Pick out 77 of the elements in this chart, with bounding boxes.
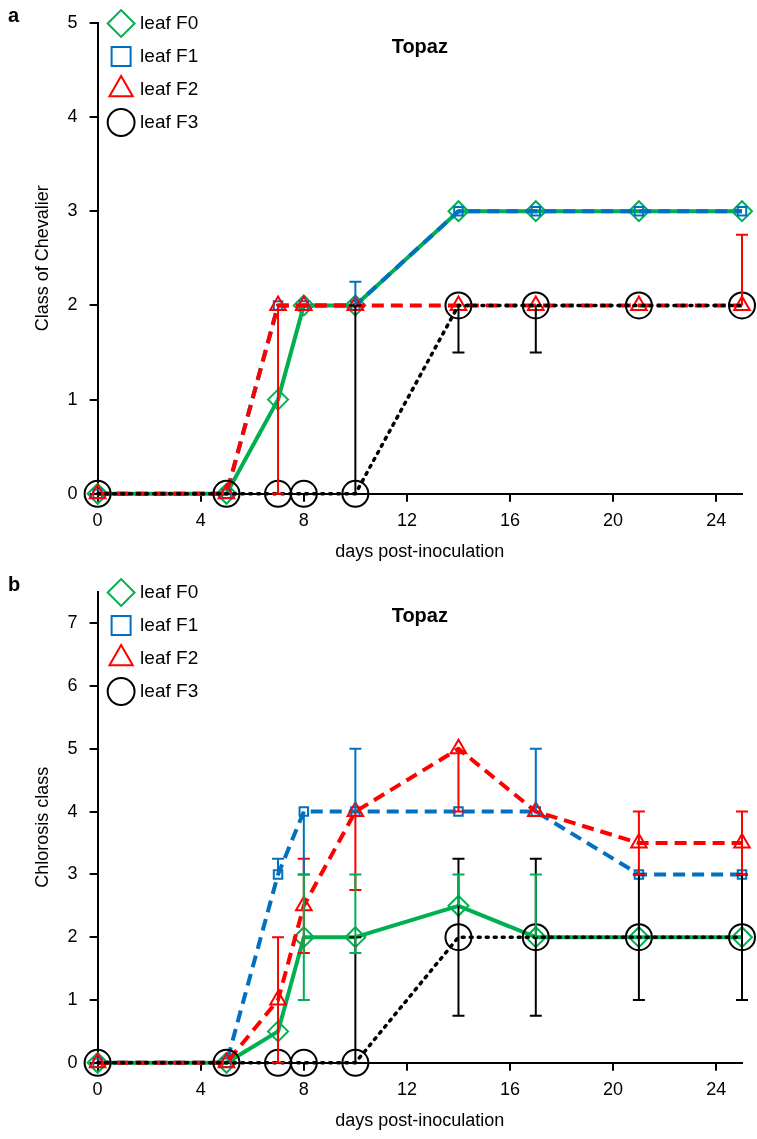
point [444,923,473,952]
x-tick-label: 16 [500,1078,521,1099]
point [447,894,470,917]
x-tick-label: 4 [195,509,206,530]
point [264,1048,293,1077]
point [444,291,473,320]
y-tick-label: 0 [67,1051,78,1072]
point [527,801,545,818]
y-tick-label: 4 [67,105,78,126]
y-tick-label: 6 [67,674,78,695]
point [733,833,751,849]
x-tick-label: 12 [396,1078,417,1099]
legend-label: leaf F1 [140,613,199,635]
x-tick-label: 16 [500,509,521,530]
point [630,833,648,849]
point [521,291,550,320]
y-tick-label: 0 [67,482,78,503]
y-tick-label: 4 [67,800,78,821]
point [289,1048,318,1077]
point [624,291,653,320]
text: Topaz [391,35,448,58]
legend-label: leaf F2 [140,646,199,668]
point [267,1020,290,1043]
point [344,294,367,317]
y-axis-title: Class of Chevalier [31,185,52,332]
legend-label: leaf F1 [140,44,199,66]
x-tick-label: 20 [603,1078,624,1099]
point [346,801,365,818]
x-tick-label: 24 [706,509,727,530]
point [449,738,468,755]
point [292,294,315,317]
x-tick-label: 12 [396,509,417,530]
y-tick-label: 3 [67,200,78,221]
y-tick-label: 1 [67,388,78,409]
point [272,869,284,880]
point [524,200,547,223]
y-tick-label: 5 [67,737,78,758]
point [295,895,313,912]
legend-label: leaf F3 [140,110,199,132]
point [289,479,318,508]
text: a [8,4,20,27]
y-tick-label: 5 [67,11,78,32]
x-axis-title: days post-inoculation [335,541,505,562]
point [731,200,753,223]
x-tick-label: 4 [195,1078,206,1099]
point [341,479,370,508]
x-tick-label: 8 [298,509,309,530]
point [736,869,748,880]
point [344,926,367,949]
text: Topaz [391,604,448,627]
y-tick-label: 7 [67,612,78,633]
y-tick-label: 1 [67,988,78,1009]
x-tick-label: 0 [92,1078,103,1099]
y-tick-label: 3 [67,863,78,884]
x-tick-label: 20 [603,509,624,530]
x-tick-label: 8 [298,1078,309,1099]
point [633,869,645,880]
point [453,806,464,817]
point [447,200,470,223]
x-tick-label: 0 [92,509,103,530]
point [269,990,287,1006]
y-tick-label: 2 [67,294,78,315]
x-tick-label: 24 [706,1078,727,1099]
point [298,806,310,817]
y-tick-label: 2 [67,926,78,947]
legend-label: leaf F0 [140,580,199,602]
point [341,1048,370,1077]
point [627,200,650,223]
point [728,291,756,320]
x-axis-title: days post-inoculation [335,1110,505,1131]
legend-label: leaf F3 [140,679,199,701]
point [267,388,290,411]
legend-label: leaf F2 [140,77,199,99]
point [264,479,293,508]
text: b [8,573,21,596]
legend-label: leaf F0 [140,11,199,33]
y-axis-title: Chlorosis class [31,766,52,888]
